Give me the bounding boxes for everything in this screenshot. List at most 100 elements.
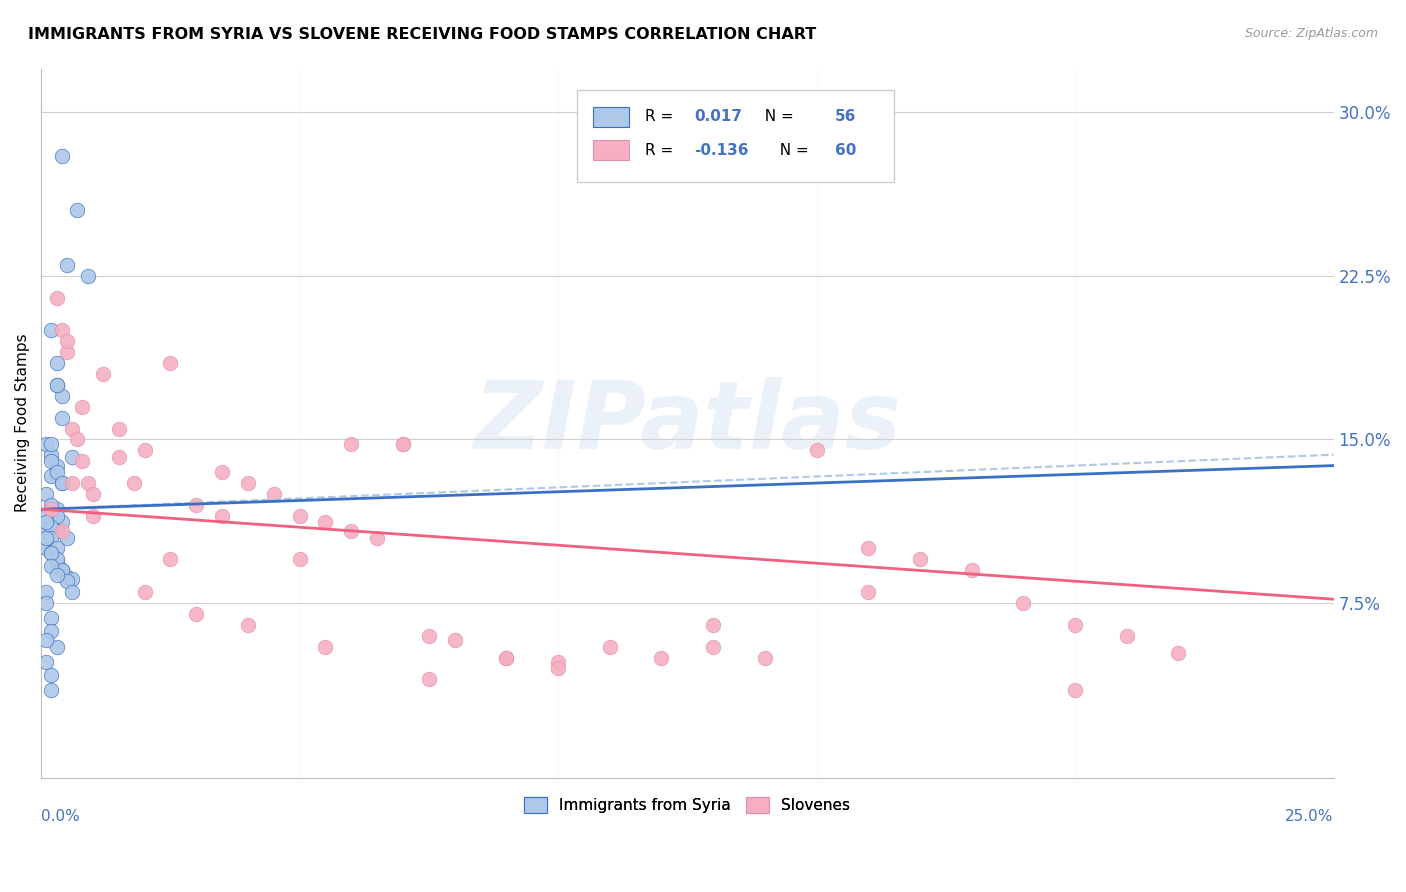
Point bbox=[51, 149, 73, 163]
Point bbox=[60, 585, 83, 599]
Point bbox=[66, 433, 89, 447]
Point bbox=[1167, 646, 1189, 660]
Point bbox=[392, 437, 415, 451]
Point bbox=[41, 454, 63, 468]
Point bbox=[56, 531, 79, 545]
Point bbox=[858, 585, 880, 599]
Point bbox=[51, 476, 73, 491]
Point bbox=[41, 498, 63, 512]
Point bbox=[45, 567, 67, 582]
Point bbox=[45, 377, 67, 392]
Point bbox=[41, 624, 63, 639]
Point bbox=[288, 508, 311, 523]
Point bbox=[754, 650, 776, 665]
Point bbox=[41, 502, 63, 516]
Y-axis label: Receiving Food Stamps: Receiving Food Stamps bbox=[15, 334, 30, 512]
Text: 56: 56 bbox=[835, 109, 856, 124]
Point bbox=[60, 476, 83, 491]
Point bbox=[366, 531, 388, 545]
Point bbox=[91, 367, 114, 381]
Point bbox=[314, 516, 336, 530]
Point bbox=[547, 655, 569, 669]
Point bbox=[45, 508, 67, 523]
Point bbox=[122, 476, 145, 491]
Point bbox=[495, 650, 517, 665]
Text: 25.0%: 25.0% bbox=[1285, 809, 1333, 824]
Point bbox=[45, 640, 67, 654]
Point bbox=[186, 498, 208, 512]
Point bbox=[41, 558, 63, 573]
Point bbox=[35, 655, 58, 669]
Point bbox=[45, 291, 67, 305]
Point bbox=[418, 673, 440, 687]
Point bbox=[51, 410, 73, 425]
Point bbox=[51, 524, 73, 538]
Point bbox=[56, 574, 79, 589]
Point bbox=[107, 450, 129, 464]
Text: 0.0%: 0.0% bbox=[41, 809, 80, 824]
Point bbox=[45, 524, 67, 538]
Point bbox=[41, 323, 63, 337]
Point bbox=[51, 323, 73, 337]
Point bbox=[41, 668, 63, 682]
Point bbox=[236, 618, 259, 632]
Point bbox=[41, 531, 63, 545]
Point bbox=[41, 437, 63, 451]
Point bbox=[45, 465, 67, 479]
Point bbox=[599, 640, 621, 654]
Point bbox=[41, 519, 63, 533]
Point bbox=[45, 356, 67, 370]
Point bbox=[340, 524, 363, 538]
Point bbox=[56, 334, 79, 349]
Text: R =: R = bbox=[645, 143, 678, 158]
Point bbox=[186, 607, 208, 621]
Text: N =: N = bbox=[770, 143, 814, 158]
Point bbox=[41, 546, 63, 560]
Point bbox=[35, 596, 58, 610]
Point bbox=[60, 421, 83, 435]
Point bbox=[547, 661, 569, 675]
Point bbox=[702, 640, 724, 654]
Text: Source: ZipAtlas.com: Source: ZipAtlas.com bbox=[1244, 27, 1378, 40]
Point bbox=[72, 454, 94, 468]
Point bbox=[495, 650, 517, 665]
Point bbox=[263, 487, 285, 501]
Point bbox=[41, 469, 63, 483]
Point bbox=[72, 400, 94, 414]
Point bbox=[35, 516, 58, 530]
Point bbox=[51, 563, 73, 577]
Point bbox=[51, 516, 73, 530]
Point bbox=[960, 563, 983, 577]
Text: N =: N = bbox=[755, 109, 799, 124]
Point bbox=[51, 389, 73, 403]
Point bbox=[82, 508, 104, 523]
Point bbox=[1064, 618, 1087, 632]
Point bbox=[76, 268, 98, 283]
Point bbox=[41, 683, 63, 698]
Point bbox=[288, 552, 311, 566]
Point bbox=[1064, 683, 1087, 698]
Text: R =: R = bbox=[645, 109, 678, 124]
Point bbox=[650, 650, 672, 665]
Point bbox=[41, 611, 63, 625]
Point bbox=[45, 552, 67, 566]
Point bbox=[35, 531, 58, 545]
Point bbox=[340, 437, 363, 451]
FancyBboxPatch shape bbox=[593, 107, 628, 127]
Point bbox=[51, 563, 73, 577]
Point bbox=[1115, 629, 1137, 643]
Point bbox=[45, 502, 67, 516]
Text: 60: 60 bbox=[835, 143, 856, 158]
Point bbox=[314, 640, 336, 654]
Point bbox=[76, 476, 98, 491]
FancyBboxPatch shape bbox=[578, 90, 894, 182]
Point bbox=[858, 541, 880, 556]
Point bbox=[443, 633, 465, 648]
Point bbox=[41, 448, 63, 462]
Point bbox=[60, 450, 83, 464]
Point bbox=[35, 541, 58, 556]
Point bbox=[82, 487, 104, 501]
Text: IMMIGRANTS FROM SYRIA VS SLOVENE RECEIVING FOOD STAMPS CORRELATION CHART: IMMIGRANTS FROM SYRIA VS SLOVENE RECEIVI… bbox=[28, 27, 817, 42]
Point bbox=[66, 203, 89, 218]
Text: ZIPatlas: ZIPatlas bbox=[474, 377, 901, 469]
